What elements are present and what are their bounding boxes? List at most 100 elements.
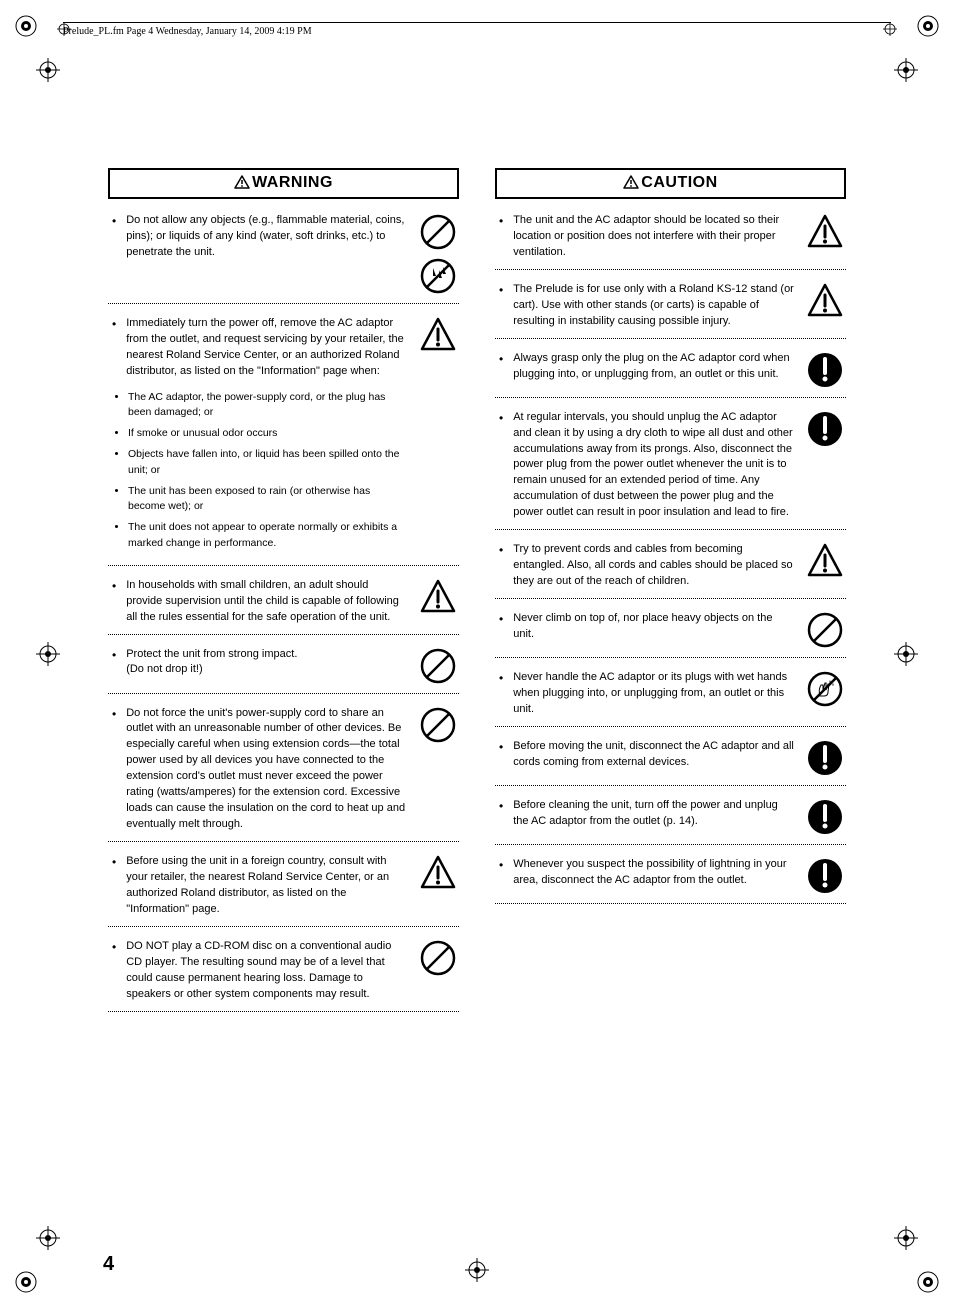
item-separator: [495, 726, 846, 727]
alert-triangle-icon: [806, 282, 844, 320]
prohibit-icon: [419, 213, 457, 251]
safety-item: Do not force the unit's power-supply cor…: [108, 706, 459, 834]
alert-triangle-icon: [623, 175, 639, 189]
safety-item-text: Always grasp only the plug on the AC ada…: [495, 351, 794, 383]
safety-icon-stack: [417, 647, 459, 685]
safety-icon-stack: [417, 706, 459, 744]
safety-item-text: Whenever you suspect the possibility of …: [495, 857, 794, 889]
safety-item-text: Before using the unit in a foreign count…: [108, 854, 407, 918]
safety-item: The unit and the AC adaptor should be lo…: [495, 213, 846, 261]
safety-icon-stack: [804, 410, 846, 448]
item-separator: [495, 529, 846, 530]
alert-triangle-icon: [806, 542, 844, 580]
safety-item: Whenever you suspect the possibility of …: [495, 857, 846, 895]
safety-item-text: In households with small children, an ad…: [108, 578, 407, 626]
crop-register-icon: [36, 58, 60, 82]
safety-icon-stack: [804, 282, 846, 320]
warning-column: WARNING Do not allow any objects (e.g., …: [108, 168, 459, 1024]
safety-item: Always grasp only the plug on the AC ada…: [495, 351, 846, 389]
safety-item: Before using the unit in a foreign count…: [108, 854, 459, 918]
safety-item-text: Never handle the AC adaptor or its plugs…: [495, 670, 794, 718]
safety-icon-stack: [804, 670, 846, 708]
item-separator: [108, 1011, 459, 1012]
mandatory-icon: [806, 798, 844, 836]
safety-item: Never climb on top of, nor place heavy o…: [495, 611, 846, 649]
safety-item: DO NOT play a CD-ROM disc on a conventio…: [108, 939, 459, 1003]
safety-icon-stack: [804, 857, 846, 895]
registration-mark-icon: [14, 14, 54, 54]
safety-item: The Prelude is for use only with a Rolan…: [495, 282, 846, 330]
warning-items: Do not allow any objects (e.g., flammabl…: [108, 213, 459, 1012]
page-header: Prelude_PL.fm Page 4 Wednesday, January …: [63, 22, 891, 37]
item-separator: [108, 303, 459, 304]
safety-item: At regular intervals, you should unplug …: [495, 410, 846, 522]
safety-item-text: The unit and the AC adaptor should be lo…: [495, 213, 794, 261]
warning-header: WARNING: [108, 168, 459, 199]
caution-header: CAUTION: [495, 168, 846, 199]
item-separator: [495, 785, 846, 786]
crop-register-icon: [894, 1226, 918, 1250]
item-separator: [495, 338, 846, 339]
registration-mark-icon: [900, 14, 940, 54]
mandatory-icon: [806, 739, 844, 777]
crop-register-icon: [36, 1226, 60, 1250]
safety-icon-stack: [804, 351, 846, 389]
safety-item: Try to prevent cords and cables from bec…: [495, 542, 846, 590]
crop-register-icon: [894, 642, 918, 666]
safety-item-text: At regular intervals, you should unplug …: [495, 410, 794, 522]
safety-icon-stack: [417, 316, 459, 354]
safety-item-text: Do not force the unit's power-supply cor…: [108, 706, 407, 834]
safety-icon-stack: [417, 939, 459, 977]
no-wet-hands-icon: [806, 670, 844, 708]
mandatory-icon: [806, 410, 844, 448]
registration-mark-icon: [14, 1254, 54, 1294]
safety-item: Protect the unit from strong impact. (Do…: [108, 647, 459, 685]
item-separator: [495, 269, 846, 270]
item-separator: [108, 926, 459, 927]
registration-mark-icon: [900, 1254, 940, 1294]
safety-item: Do not allow any objects (e.g., flammabl…: [108, 213, 459, 295]
crop-register-icon: [465, 1258, 489, 1282]
item-separator: [495, 598, 846, 599]
safety-item-text: Before cleaning the unit, turn off the p…: [495, 798, 794, 830]
safety-icon-stack: [804, 611, 846, 649]
prohibit-icon: [419, 939, 457, 977]
no-liquid-icon: [419, 257, 457, 295]
safety-icon-stack: [804, 213, 846, 251]
item-separator: [495, 657, 846, 658]
caution-column: CAUTION The unit and the AC adaptor shou…: [495, 168, 846, 1024]
safety-item-text: Never climb on top of, nor place heavy o…: [495, 611, 794, 643]
safety-item-text: DO NOT play a CD-ROM disc on a conventio…: [108, 939, 407, 1003]
prohibit-icon: [419, 706, 457, 744]
page-number: 4: [103, 1253, 114, 1276]
safety-item: Immediately turn the power off, remove t…: [108, 316, 459, 557]
safety-item-text: Try to prevent cords and cables from bec…: [495, 542, 794, 590]
warning-title: WARNING: [252, 174, 333, 191]
item-separator: [495, 844, 846, 845]
item-separator: [108, 841, 459, 842]
alert-triangle-icon: [419, 854, 457, 892]
caution-title: CAUTION: [641, 174, 717, 191]
safety-icon-stack: [804, 798, 846, 836]
safety-item: Never handle the AC adaptor or its plugs…: [495, 670, 846, 718]
safety-item: Before moving the unit, disconnect the A…: [495, 739, 846, 777]
prohibit-icon: [806, 611, 844, 649]
item-separator: [495, 903, 846, 904]
mandatory-icon: [806, 857, 844, 895]
alert-triangle-icon: [419, 578, 457, 616]
prohibit-icon: [419, 647, 457, 685]
item-separator: [108, 634, 459, 635]
safety-item-text: Before moving the unit, disconnect the A…: [495, 739, 794, 771]
safety-item-text: Protect the unit from strong impact. (Do…: [108, 647, 407, 679]
crop-register-icon: [36, 642, 60, 666]
safety-item: Before cleaning the unit, turn off the p…: [495, 798, 846, 836]
safety-item-text: Do not allow any objects (e.g., flammabl…: [108, 213, 407, 261]
item-separator: [108, 693, 459, 694]
crop-register-icon: [894, 58, 918, 82]
alert-triangle-icon: [234, 175, 250, 189]
caution-items: The unit and the AC adaptor should be lo…: [495, 213, 846, 904]
alert-triangle-icon: [806, 213, 844, 251]
safety-icon-stack: [804, 739, 846, 777]
safety-icon-stack: [417, 854, 459, 892]
safety-item-text: The Prelude is for use only with a Rolan…: [495, 282, 794, 330]
